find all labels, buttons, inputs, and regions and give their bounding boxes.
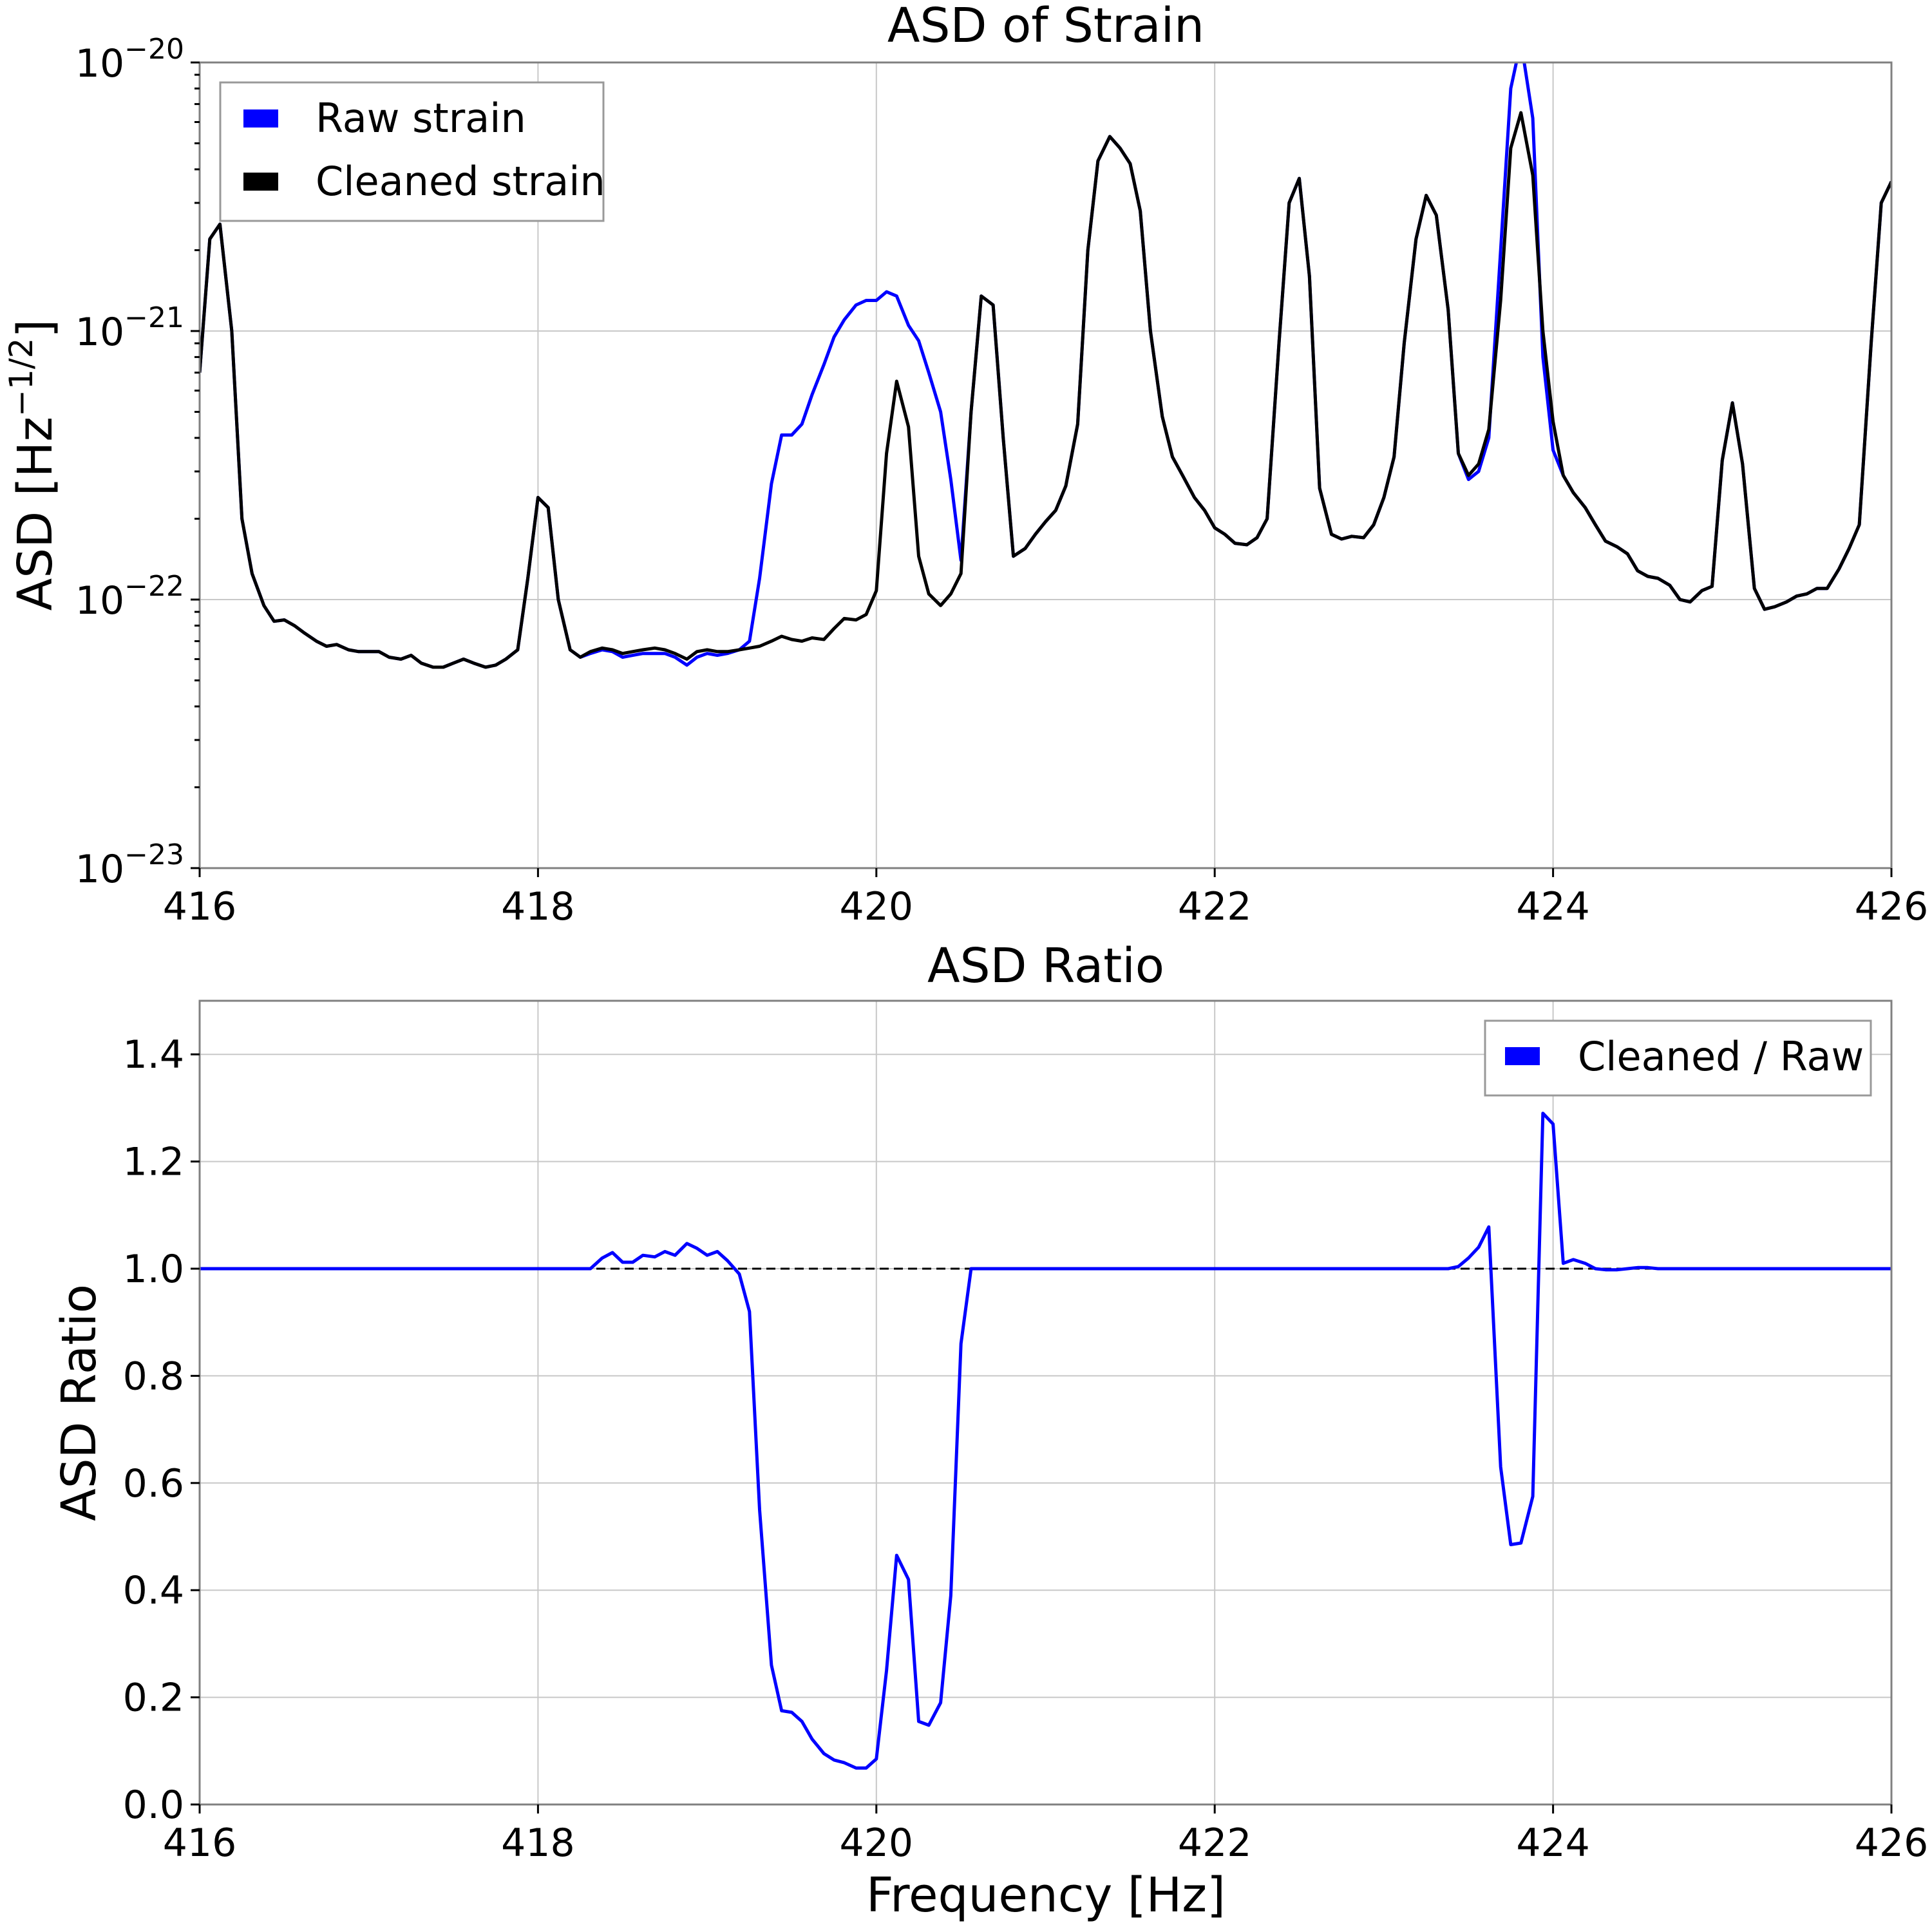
y-tick-label: 0.2 bbox=[123, 1676, 184, 1721]
bottom-chart-ticks: 416 418 420 422 424 426 0.0 0.2 0.4 0.6 0.8 1.0 1.2 1… bbox=[123, 1032, 1929, 1866]
series-line-cleaned-strain bbox=[200, 111, 1891, 669]
y-tick-label: 0.0 bbox=[123, 1783, 184, 1828]
y-tick-label: 1.0 bbox=[123, 1247, 184, 1292]
bottom-chart-xlabel: Frequency [Hz] bbox=[866, 1868, 1226, 1923]
x-tick-label: 420 bbox=[840, 884, 914, 929]
top-chart-ylabel: ASD [Hz−1/2] bbox=[3, 319, 63, 611]
y-tick-label: 0.6 bbox=[123, 1461, 184, 1506]
bottom-chart-grid bbox=[199, 1001, 1892, 1805]
x-tick-label: 424 bbox=[1516, 884, 1590, 929]
x-tick-label: 426 bbox=[1855, 884, 1929, 929]
legend-label-raw-strain: Raw strain bbox=[316, 95, 526, 142]
x-tick-label: 418 bbox=[501, 884, 575, 929]
bottom-legend-box bbox=[1484, 1019, 1872, 1097]
x-tick-label: 416 bbox=[163, 1821, 237, 1866]
bottom-chart-title: ASD Ratio bbox=[927, 938, 1164, 994]
legend-label-cleaned-raw: Cleaned / Raw bbox=[1578, 1033, 1864, 1080]
y-tick-label: 0.8 bbox=[123, 1354, 184, 1399]
bottom-chart-legend: Cleaned / Raw bbox=[1484, 1019, 1872, 1097]
y-tick-label: 10−20 bbox=[75, 33, 184, 86]
x-tick-label: 426 bbox=[1855, 1821, 1929, 1866]
top-chart-legend: Raw strain Cleaned strain bbox=[219, 81, 605, 222]
legend-label-cleaned-strain: Cleaned strain bbox=[316, 158, 605, 205]
series-line-cleaned-raw bbox=[200, 1112, 1891, 1770]
y-tick-label: 10−21 bbox=[75, 301, 184, 355]
top-ylabel-sup: −1/2 bbox=[3, 338, 40, 417]
asd-ratio-chart: ASD Ratio 416 418 420 422 424 426 0.0 0.2 0.4 0.6… bbox=[52, 938, 1928, 1923]
asd-strain-chart: ASD of Strain 416 418 420 422 424 426 10−20 10−… bbox=[3, 0, 1928, 929]
bottom-chart-lines bbox=[200, 1112, 1891, 1770]
bottom-chart-ylabel: ASD Ratio bbox=[52, 1284, 107, 1521]
x-tick-label: 424 bbox=[1516, 1821, 1590, 1866]
x-tick-label: 422 bbox=[1178, 1821, 1252, 1866]
legend-swatch-cleaned-strain bbox=[243, 173, 278, 191]
top-chart-ticks: 416 418 420 422 424 426 10−20 10−21 10−22 10−23 bbox=[75, 33, 1928, 929]
x-tick-label: 420 bbox=[840, 1821, 914, 1866]
y-tick-label: 10−23 bbox=[75, 838, 184, 892]
top-chart-lines bbox=[200, 62, 1891, 669]
y-tick-label: 10−22 bbox=[75, 570, 184, 623]
x-tick-label: 416 bbox=[163, 884, 237, 929]
y-tick-label: 0.4 bbox=[123, 1568, 184, 1613]
x-tick-label: 418 bbox=[501, 1821, 575, 1866]
legend-swatch-cleaned-raw bbox=[1505, 1047, 1540, 1065]
y-tick-label: 1.4 bbox=[123, 1032, 184, 1077]
bottom-chart-frame bbox=[198, 999, 1893, 1806]
top-legend-box bbox=[219, 81, 605, 222]
y-tick-label: 1.2 bbox=[123, 1140, 184, 1185]
x-tick-label: 422 bbox=[1178, 884, 1252, 929]
top-chart-frame bbox=[198, 61, 1893, 869]
top-chart-title: ASD of Strain bbox=[887, 0, 1204, 53]
legend-swatch-raw-strain bbox=[243, 109, 278, 128]
top-ylabel-end: ] bbox=[8, 319, 63, 338]
top-ylabel-main: ASD [Hz bbox=[8, 417, 63, 611]
